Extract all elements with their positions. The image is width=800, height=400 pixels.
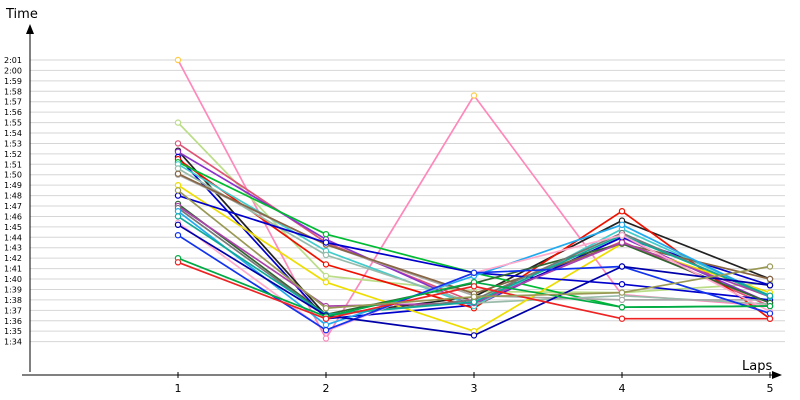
axes <box>22 24 782 379</box>
y-tick-label: 1:58 <box>4 87 22 96</box>
data-point <box>766 275 774 283</box>
y-tick-label: 1:46 <box>4 212 22 221</box>
y-tick-label: 1:53 <box>4 139 22 148</box>
data-point <box>470 332 478 339</box>
y-tick-label: 1:56 <box>4 108 22 117</box>
data-point <box>766 302 774 310</box>
y-tick-label: 1:44 <box>4 233 22 242</box>
data-point <box>174 207 182 215</box>
data-point <box>470 283 478 290</box>
y-tick-label: 2:01 <box>4 56 22 65</box>
y-axis-title: Time <box>5 7 38 22</box>
data-point <box>618 304 626 311</box>
data-point <box>618 315 626 322</box>
data-point <box>322 251 330 259</box>
data-point <box>470 293 478 300</box>
data-point <box>618 263 626 270</box>
data-point <box>174 170 182 177</box>
data-point <box>766 282 774 289</box>
data-point <box>766 315 774 322</box>
data-point <box>174 259 182 266</box>
y-tick-label: 1:42 <box>4 254 22 263</box>
y-tick-label: 1:57 <box>4 98 22 107</box>
data-point <box>766 292 774 299</box>
data-point <box>322 305 330 312</box>
data-point <box>322 321 330 329</box>
data-point <box>174 221 182 228</box>
series-22 <box>174 221 774 339</box>
data-point <box>174 148 182 155</box>
x-tick-label: 3 <box>471 382 478 395</box>
data-point <box>174 192 182 199</box>
y-tick-label: 1:37 <box>4 306 22 315</box>
y-tick-label: 1:48 <box>4 192 22 201</box>
y-tick-label: 1:59 <box>4 77 22 86</box>
data-point <box>174 119 182 126</box>
x-axis-arrow <box>772 371 782 379</box>
y-tick-label: 1:34 <box>4 338 22 347</box>
y-tick-label: 1:49 <box>4 181 22 190</box>
y-tick-label: 1:38 <box>4 296 22 305</box>
data-point <box>322 272 330 280</box>
x-tick-labels: 1 2 3 4 5 <box>175 372 774 395</box>
y-tick-label: 1:45 <box>4 223 22 232</box>
data-point <box>174 140 182 147</box>
y-tick-label: 1:36 <box>4 317 22 326</box>
series-25 <box>174 187 774 312</box>
series-lines <box>174 56 774 342</box>
data-point <box>766 310 774 317</box>
data-point <box>322 239 330 246</box>
x-tick-label: 2 <box>323 382 330 395</box>
data-point <box>618 296 626 304</box>
data-point <box>322 230 330 238</box>
y-tick-label: 2:00 <box>4 66 22 75</box>
data-point <box>470 298 478 306</box>
x-axis-title: Laps <box>742 359 772 374</box>
y-tick-label: 1:47 <box>4 202 22 211</box>
data-point <box>174 165 182 172</box>
data-point <box>174 181 182 189</box>
y-tick-label: 1:55 <box>4 119 22 128</box>
data-point <box>322 261 330 268</box>
y-tick-label: 1:43 <box>4 244 22 253</box>
data-point <box>322 335 330 342</box>
data-point <box>174 187 182 194</box>
data-point <box>174 231 182 239</box>
data-point <box>618 239 626 246</box>
y-tick-label: 1:41 <box>4 265 22 274</box>
data-point <box>618 231 626 239</box>
data-point <box>322 315 330 322</box>
data-point <box>618 221 626 228</box>
data-point <box>618 207 626 215</box>
data-point <box>618 289 626 296</box>
y-tick-label: 1:50 <box>4 171 22 180</box>
data-point <box>766 263 774 270</box>
y-tick-label: 1:40 <box>4 275 22 284</box>
data-point <box>174 213 182 220</box>
y-tick-label: 1:35 <box>4 327 22 336</box>
x-tick-label: 4 <box>619 382 626 395</box>
data-point <box>618 281 626 288</box>
y-tick-label: 1:52 <box>4 150 22 159</box>
y-tick-label: 1:39 <box>4 285 22 294</box>
data-point <box>322 326 330 334</box>
y-tick-label: 1:54 <box>4 129 22 138</box>
y-axis-arrow <box>26 24 34 34</box>
series-24 <box>174 259 774 322</box>
data-point <box>174 56 182 64</box>
data-point <box>322 279 330 286</box>
x-tick-label: 5 <box>767 382 774 395</box>
data-point <box>470 92 478 99</box>
y-tick-label: 1:51 <box>4 160 22 169</box>
data-point <box>470 269 478 276</box>
y-tick-labels: 1:34 1:351:36 1:371:38 1:391:401:41 1:421:43… <box>4 56 22 347</box>
x-tick-label: 1 <box>175 382 182 395</box>
